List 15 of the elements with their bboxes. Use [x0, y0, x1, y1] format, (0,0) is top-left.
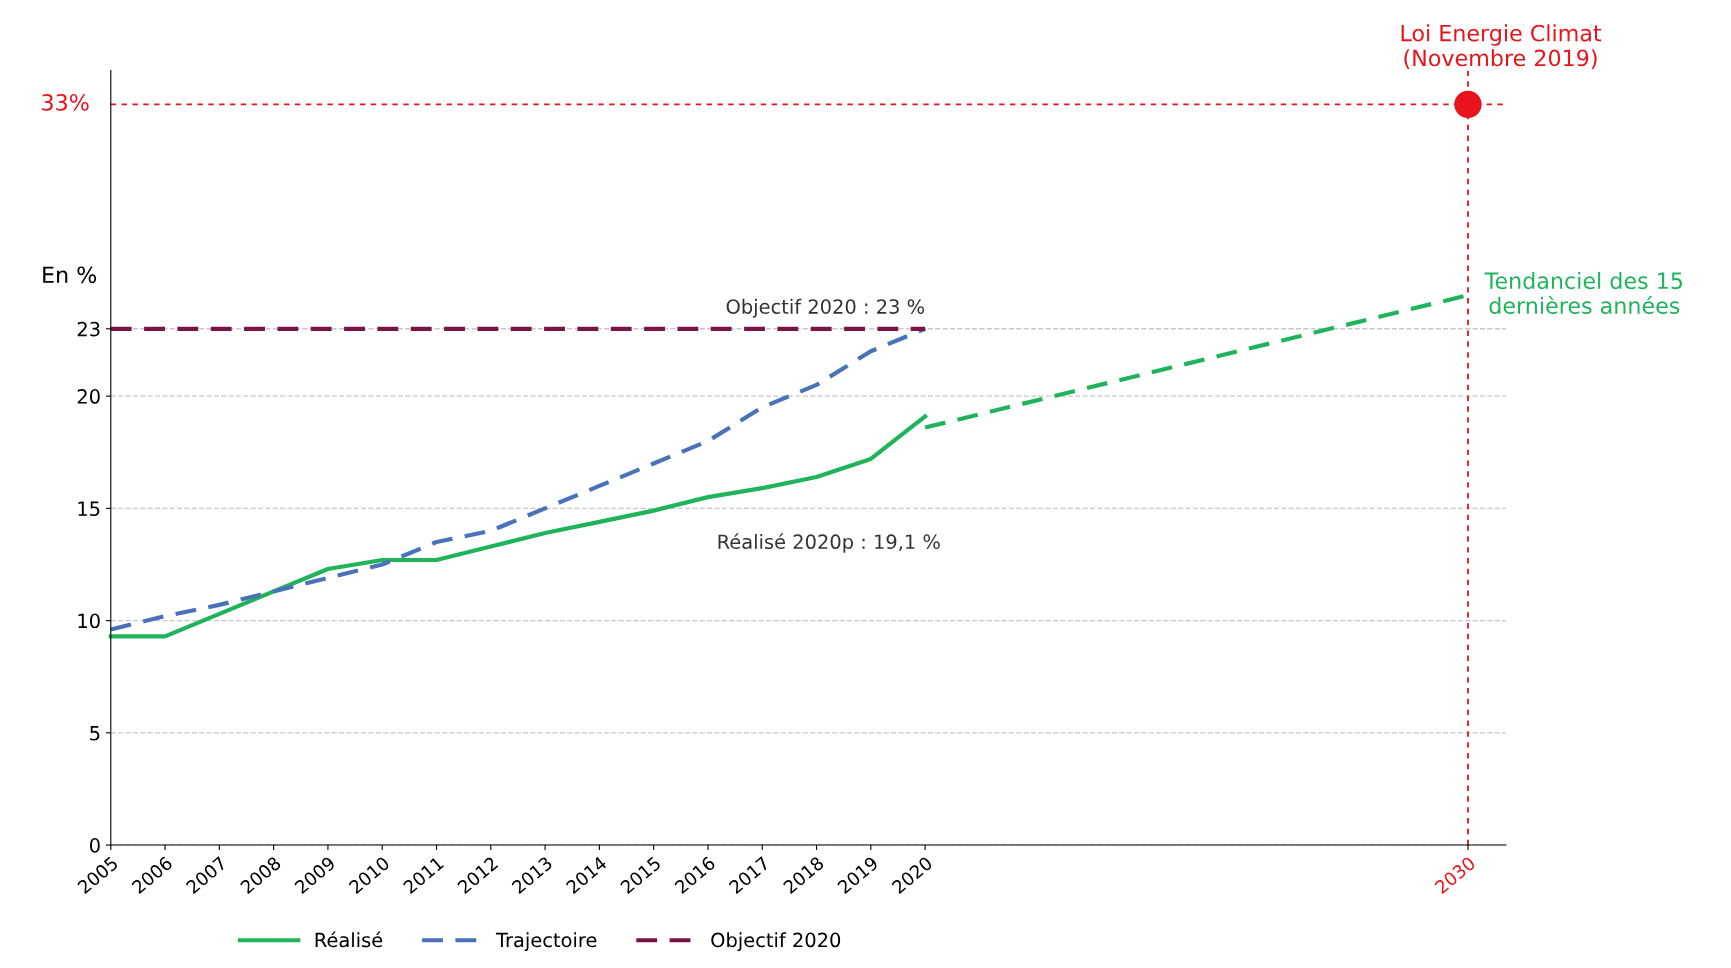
annotation: Tendanciel des 15 dernières années — [1484, 271, 1683, 315]
legend-label: Trajectoire — [495, 932, 597, 952]
annotation: Objectif 2020 : 23 % — [726, 298, 925, 318]
y-tick-label: 5 — [90, 726, 100, 741]
ref-line-label: 33% — [42, 93, 89, 111]
y-axis-title: En % — [43, 266, 97, 284]
y-tick-label: 20 — [77, 389, 100, 404]
y-tick-label: 10 — [78, 613, 100, 629]
ref-line-label: Loi Energie Climat (Novembre 2019) — [1401, 24, 1602, 69]
y-tick-label: 0 — [89, 838, 100, 853]
legend-label: Objectif 2020 — [711, 932, 841, 952]
y-tick-label: 15 — [78, 501, 100, 517]
y-tick-label: 23 — [77, 321, 100, 337]
legend-label: Réalisé — [315, 931, 383, 948]
annotation: Réalisé 2020p : 19,1 % — [718, 533, 940, 553]
